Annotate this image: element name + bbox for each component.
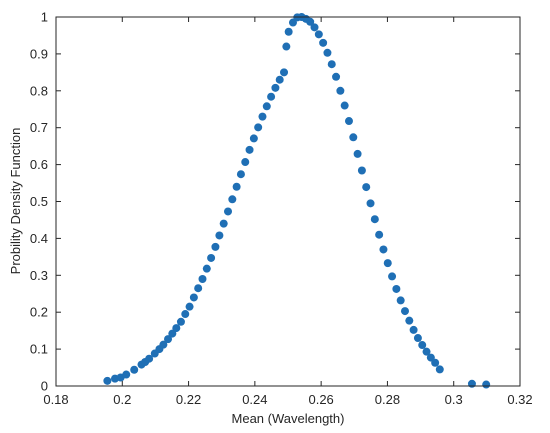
- data-point: [482, 380, 491, 389]
- y-tick-label: 0.1: [30, 342, 48, 357]
- data-point: [207, 253, 216, 262]
- data-point: [249, 134, 258, 143]
- data-point: [353, 149, 362, 158]
- data-point: [336, 86, 345, 95]
- y-axis-ticks: 0 0.1 0.2 0.3 0.4 0.5 0.6 0.7 0.8 0.9 1: [30, 10, 520, 394]
- data-point: [467, 379, 476, 388]
- data-point: [258, 112, 267, 121]
- data-point: [379, 245, 388, 254]
- data-point: [418, 341, 427, 350]
- data-point: [267, 92, 276, 101]
- data-point: [189, 293, 198, 302]
- x-tick-label: 0.3: [445, 392, 463, 407]
- data-point: [194, 284, 203, 293]
- data-point: [319, 38, 328, 47]
- data-point: [323, 48, 332, 57]
- data-point: [103, 376, 112, 385]
- data-point: [383, 259, 392, 268]
- data-point: [181, 310, 190, 319]
- data-point: [130, 365, 139, 374]
- x-tick-label: 0.28: [375, 392, 400, 407]
- data-point: [422, 347, 431, 356]
- y-tick-label: 0.7: [30, 120, 48, 135]
- data-point: [344, 117, 353, 126]
- data-point: [282, 42, 291, 51]
- data-point: [185, 302, 194, 311]
- data-point: [211, 242, 220, 251]
- data-point: [284, 27, 293, 36]
- data-point: [366, 199, 375, 208]
- data-point: [241, 158, 250, 167]
- data-point: [405, 316, 414, 325]
- y-tick-label: 0.2: [30, 305, 48, 320]
- x-tick-label: 0.32: [507, 392, 532, 407]
- data-point: [431, 358, 440, 367]
- x-axis-label: Mean (Wavelength): [232, 411, 345, 426]
- data-point: [275, 75, 284, 84]
- data-point: [232, 182, 241, 191]
- y-tick-label: 0.8: [30, 83, 48, 98]
- data-point: [392, 284, 401, 293]
- data-point: [370, 215, 379, 224]
- data-point: [435, 365, 444, 374]
- data-point: [362, 183, 371, 192]
- data-point: [254, 123, 263, 132]
- data-point: [159, 340, 168, 349]
- data-point: [168, 329, 177, 338]
- x-tick-label: 0.24: [242, 392, 267, 407]
- x-tick-label: 0.18: [43, 392, 68, 407]
- data-point: [219, 219, 228, 228]
- y-axis-label: Probility Density Function: [8, 128, 23, 275]
- data-point: [332, 72, 341, 81]
- data-point: [310, 23, 319, 32]
- y-tick-label: 0.3: [30, 268, 48, 283]
- data-point: [280, 68, 289, 77]
- data-point: [388, 272, 397, 281]
- y-tick-label: 0.4: [30, 231, 48, 246]
- y-tick-label: 1: [41, 10, 48, 25]
- data-point: [306, 17, 315, 26]
- data-point: [340, 101, 349, 110]
- data-point: [145, 354, 154, 363]
- data-point: [375, 230, 384, 239]
- x-tick-label: 0.22: [176, 392, 201, 407]
- y-tick-label: 0.5: [30, 194, 48, 209]
- x-tick-label: 0.2: [113, 392, 131, 407]
- y-tick-label: 0: [41, 379, 48, 394]
- data-point: [413, 334, 422, 343]
- data-point: [245, 145, 254, 154]
- data-point: [224, 207, 233, 216]
- data-point: [215, 231, 224, 240]
- x-tick-label: 0.26: [308, 392, 333, 407]
- data-point: [228, 195, 237, 204]
- data-point: [400, 307, 409, 316]
- data-point: [327, 60, 336, 69]
- data-point: [409, 325, 418, 334]
- plot-background: [56, 17, 520, 386]
- data-point: [357, 166, 366, 175]
- data-point: [396, 296, 405, 305]
- data-point: [202, 264, 211, 273]
- data-points: [103, 13, 491, 389]
- data-point: [349, 133, 358, 142]
- data-point: [271, 83, 280, 92]
- data-point: [176, 317, 185, 326]
- data-point: [236, 170, 245, 179]
- y-tick-label: 0.6: [30, 157, 48, 172]
- data-point: [122, 370, 131, 379]
- data-point: [262, 102, 271, 111]
- y-tick-label: 0.9: [30, 46, 48, 61]
- data-point: [198, 274, 207, 283]
- data-point: [172, 324, 181, 333]
- data-point: [164, 335, 173, 344]
- x-axis-ticks: 0.18 0.2 0.22 0.24 0.26 0.28 0.3 0.32: [43, 17, 533, 407]
- data-point: [314, 30, 323, 39]
